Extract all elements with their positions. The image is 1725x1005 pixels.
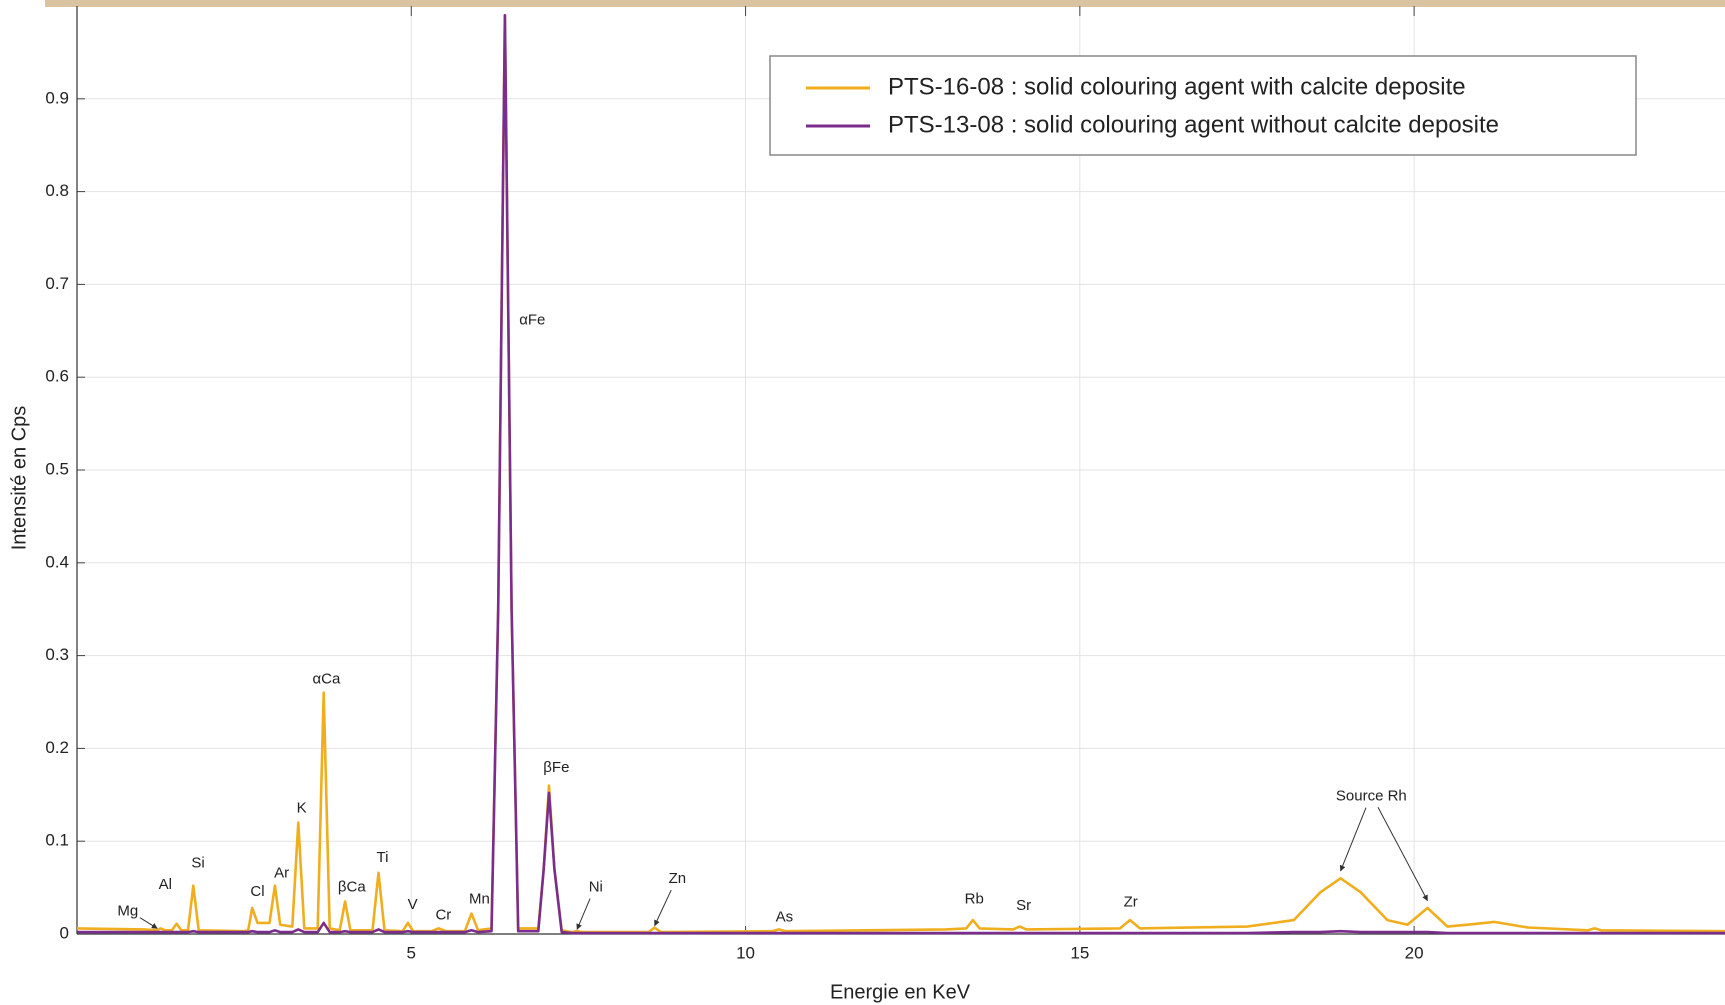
x-axis-label: Energie en KeV bbox=[830, 981, 971, 1003]
annotation: αCa bbox=[312, 671, 341, 688]
y-tick-label: 0.4 bbox=[45, 552, 69, 571]
y-tick-label: 0.6 bbox=[45, 367, 69, 386]
legend-label: PTS-13-08 : solid colouring agent withou… bbox=[888, 111, 1499, 138]
y-tick-label: 0.1 bbox=[45, 831, 69, 850]
annotation: Ti bbox=[377, 849, 389, 866]
annotation: Ar bbox=[274, 865, 289, 882]
annotation: Ni bbox=[589, 879, 603, 896]
y-tick-label: 0.9 bbox=[45, 88, 69, 107]
annotation: Mg bbox=[117, 903, 138, 920]
legend-label: PTS-16-08 : solid colouring agent with c… bbox=[888, 73, 1466, 100]
y-tick-label: 0.3 bbox=[45, 645, 69, 664]
y-tick-label: 0.8 bbox=[45, 181, 69, 200]
annotation-arrow bbox=[1339, 807, 1367, 872]
y-tick-label: 0 bbox=[60, 923, 69, 942]
series-line bbox=[77, 14, 1725, 935]
annotation: Si bbox=[191, 854, 204, 871]
annotation: V bbox=[408, 896, 418, 913]
annotation: As bbox=[776, 908, 794, 925]
y-tick-label: 0.7 bbox=[45, 274, 69, 293]
annotation: Rb bbox=[965, 891, 984, 908]
legend-box bbox=[769, 55, 1637, 156]
top-border bbox=[45, 0, 1725, 7]
x-tick-label: 20 bbox=[1405, 943, 1424, 962]
annotation-arrow bbox=[576, 898, 591, 930]
y-axis-label: Intensité en Cps bbox=[8, 406, 30, 551]
annotation: Zr bbox=[1124, 893, 1138, 910]
annotation-arrow bbox=[139, 917, 158, 929]
annotation: Mn bbox=[469, 891, 490, 908]
x-tick-label: 10 bbox=[736, 943, 755, 962]
annotation: Zn bbox=[669, 870, 687, 887]
annotation-arrow bbox=[1377, 806, 1428, 902]
annotation: Cl bbox=[250, 883, 264, 900]
x-tick-label: 15 bbox=[1070, 943, 1089, 962]
y-tick-label: 0.5 bbox=[45, 459, 69, 478]
annotation: Cr bbox=[435, 906, 451, 923]
annotation: βCa bbox=[338, 879, 366, 896]
annotation: K bbox=[297, 800, 307, 817]
annotation-arrow bbox=[654, 889, 672, 927]
annotation: Sr bbox=[1016, 897, 1031, 914]
plot-area bbox=[76, 14, 1725, 935]
annotation: Al bbox=[159, 876, 172, 893]
annotation: Source Rh bbox=[1336, 788, 1407, 805]
annotation: αFe bbox=[519, 312, 545, 329]
x-tick-label: 5 bbox=[407, 943, 416, 962]
annotation: βFe bbox=[543, 759, 569, 776]
y-tick-label: 0.2 bbox=[45, 738, 69, 757]
